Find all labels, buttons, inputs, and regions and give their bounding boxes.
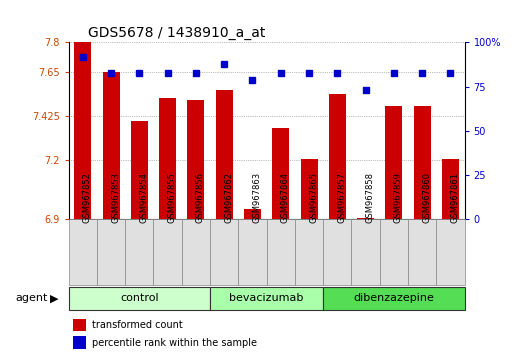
Bar [72,319,87,331]
Text: GSM967863: GSM967863 [252,172,261,223]
Bar [357,217,374,219]
Bar [300,159,317,219]
Bar [295,219,323,285]
Text: GSM967853: GSM967853 [111,172,120,223]
Bar [380,219,408,285]
Text: GSM967860: GSM967860 [422,172,431,223]
Bar [414,107,431,219]
Bar [323,219,352,285]
Bar [216,90,233,219]
Text: GSM967854: GSM967854 [139,172,148,223]
Bar [102,72,119,219]
Bar [352,219,380,285]
Text: GSM967852: GSM967852 [83,172,92,223]
Bar [97,219,125,285]
Bar [72,336,87,349]
Bar [210,219,238,285]
Text: GSM967859: GSM967859 [394,172,403,223]
Text: GSM967861: GSM967861 [450,172,459,223]
Bar [187,99,204,219]
Text: GSM967855: GSM967855 [168,172,177,223]
Text: GSM967856: GSM967856 [196,172,205,223]
Bar [159,98,176,219]
Text: GSM967858: GSM967858 [365,172,375,223]
Bar [69,287,210,310]
Bar [154,219,182,285]
Bar [272,128,289,219]
Bar [385,107,402,219]
Bar [436,219,465,285]
Text: GSM967857: GSM967857 [337,172,346,223]
Bar [323,287,465,310]
Text: GDS5678 / 1438910_a_at: GDS5678 / 1438910_a_at [89,26,266,40]
Text: GSM967862: GSM967862 [224,172,233,223]
Text: transformed count: transformed count [92,320,183,330]
Text: bevacizumab: bevacizumab [230,293,304,303]
Text: GSM967865: GSM967865 [309,172,318,223]
Text: agent: agent [16,293,48,303]
Bar [125,219,154,285]
Text: control: control [120,293,159,303]
Bar [131,121,148,219]
Bar [244,209,261,219]
Bar [238,219,267,285]
Bar [182,219,210,285]
Bar [442,160,459,219]
Text: ▶: ▶ [50,293,59,303]
Bar [74,42,91,219]
Text: dibenzazepine: dibenzazepine [353,293,435,303]
Bar [210,287,323,310]
Bar [267,219,295,285]
Bar [408,219,436,285]
Bar [329,93,346,219]
Bar [69,219,97,285]
Text: GSM967864: GSM967864 [281,172,290,223]
Text: percentile rank within the sample: percentile rank within the sample [92,338,258,348]
